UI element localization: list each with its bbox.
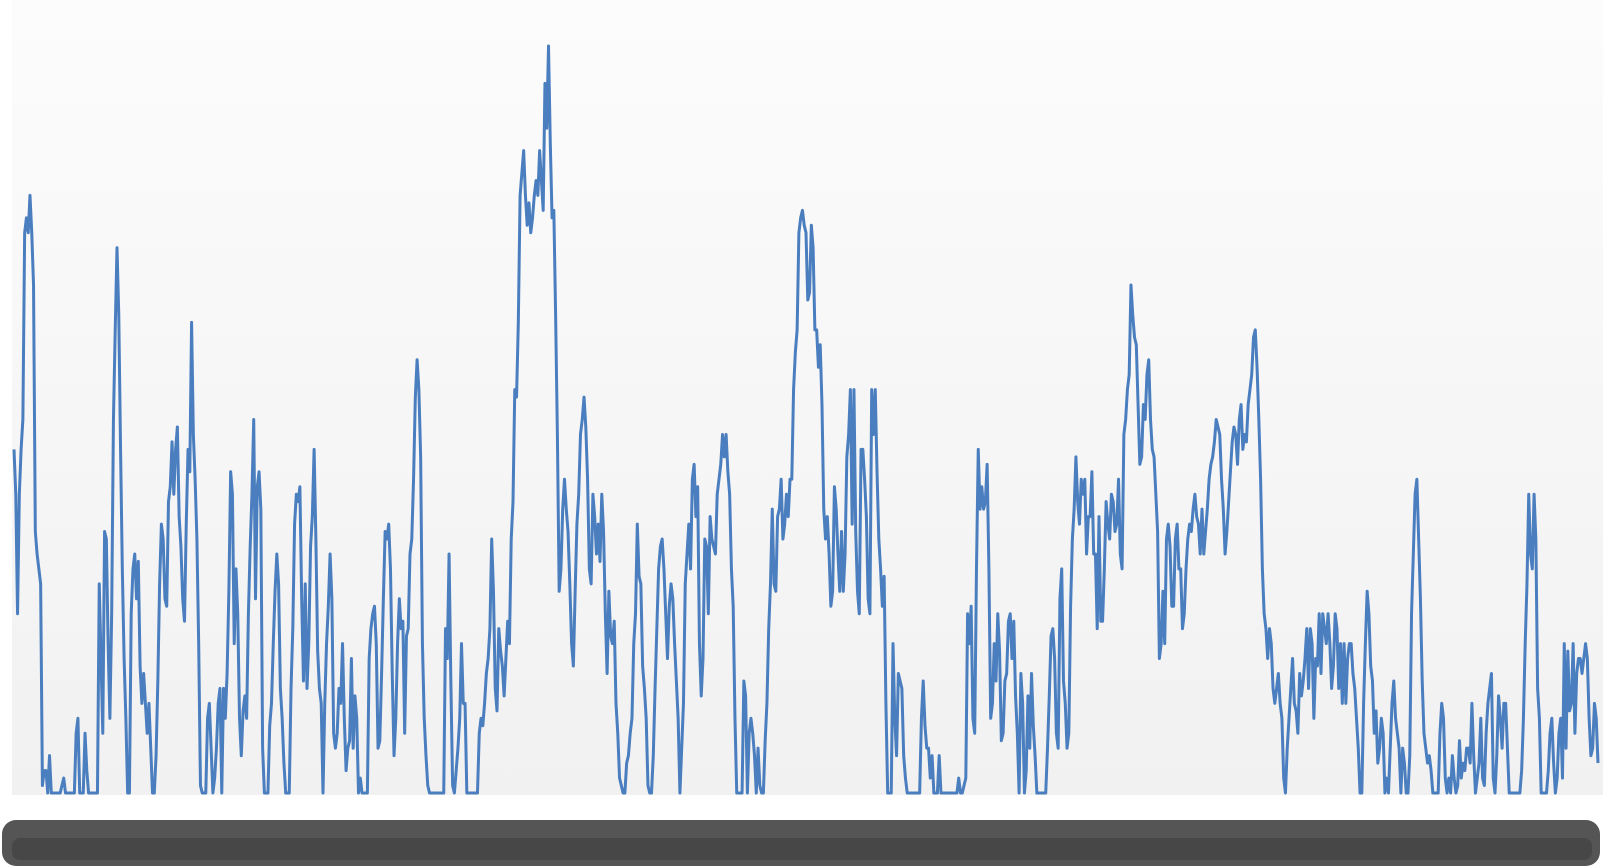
- x-axis-bar-edge: [12, 838, 1592, 860]
- x-axis-bar[interactable]: [2, 820, 1600, 866]
- series-layer: [12, 44, 1600, 795]
- series-line-0: [12, 44, 1600, 795]
